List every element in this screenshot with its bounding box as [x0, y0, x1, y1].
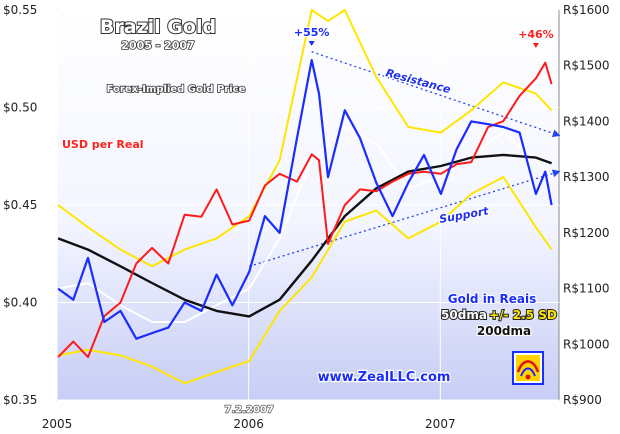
chart-title: Brazil Gold [100, 16, 216, 38]
legend-200dma: 200dma [477, 324, 531, 338]
left-tick-label: $0.50 [3, 101, 37, 115]
left-axis-ticks: $0.35 $0.40 $0.45 $0.50 $0.55 [3, 3, 37, 407]
series-200dma [57, 153, 553, 318]
trendlines [248, 51, 561, 267]
x-tick-label: 2005 [42, 417, 73, 431]
annotation-marker [308, 41, 315, 46]
chart-subtitle: 2005 - 2007 [121, 39, 194, 52]
trendline-support [248, 169, 561, 267]
annotation-label: +55% [294, 26, 330, 39]
x-tick-label: 2006 [233, 417, 264, 431]
annotation-label: 7.2.2007 [225, 404, 274, 415]
legend-50dma: 50dma [441, 308, 487, 322]
right-tick-label: R$1500 [563, 59, 610, 73]
zeal-url: www.ZealLLC.com [318, 370, 451, 385]
series-50dma [57, 126, 553, 323]
legend-gold: Gold in Reais [448, 292, 537, 306]
left-tick-label: $0.35 [3, 393, 37, 407]
annotation-label: +46% [518, 28, 554, 41]
x-axis-ticks: 2005 2006 2007 [42, 417, 456, 431]
right-tick-label: R$1600 [563, 3, 610, 17]
series-2-5-sd [57, 176, 553, 385]
right-tick-label: R$1000 [563, 337, 610, 351]
right-tick-label: R$1400 [563, 114, 610, 128]
grid [56, 9, 559, 401]
series-usd-per-real [57, 61, 553, 359]
series-layer [57, 9, 553, 385]
left-tick-label: $0.45 [3, 198, 37, 212]
series-2-5-sd [57, 9, 553, 268]
annotations: +55% +46% 7.2.2007 [224, 25, 555, 416]
right-tick-label: R$1100 [563, 282, 610, 296]
legend-sd: +/- 2.5 SD [489, 308, 557, 322]
left-tick-label: $0.40 [3, 296, 37, 310]
left-tick-label: $0.55 [3, 3, 37, 17]
right-axis-ticks: R$900 R$1000 R$1100 R$1200 R$1300 R$1400 R$150… [563, 3, 610, 407]
forex-note: Forex-Implied Gold Price [107, 84, 246, 95]
series-gold-in-reais [57, 58, 553, 340]
right-tick-label: R$1200 [563, 226, 610, 240]
right-tick-label: R$900 [563, 393, 602, 407]
x-tick-label: 2007 [425, 417, 456, 431]
trendline-resistance [311, 51, 561, 138]
annotation-marker [532, 42, 539, 48]
usd-per-real-label: USD per Real [62, 138, 144, 151]
right-tick-label: R$1300 [563, 170, 610, 184]
legend: Gold in Reais 50dma +/- 2.5 SD 200dma [440, 291, 558, 339]
zeal-logo-icon [512, 351, 544, 385]
